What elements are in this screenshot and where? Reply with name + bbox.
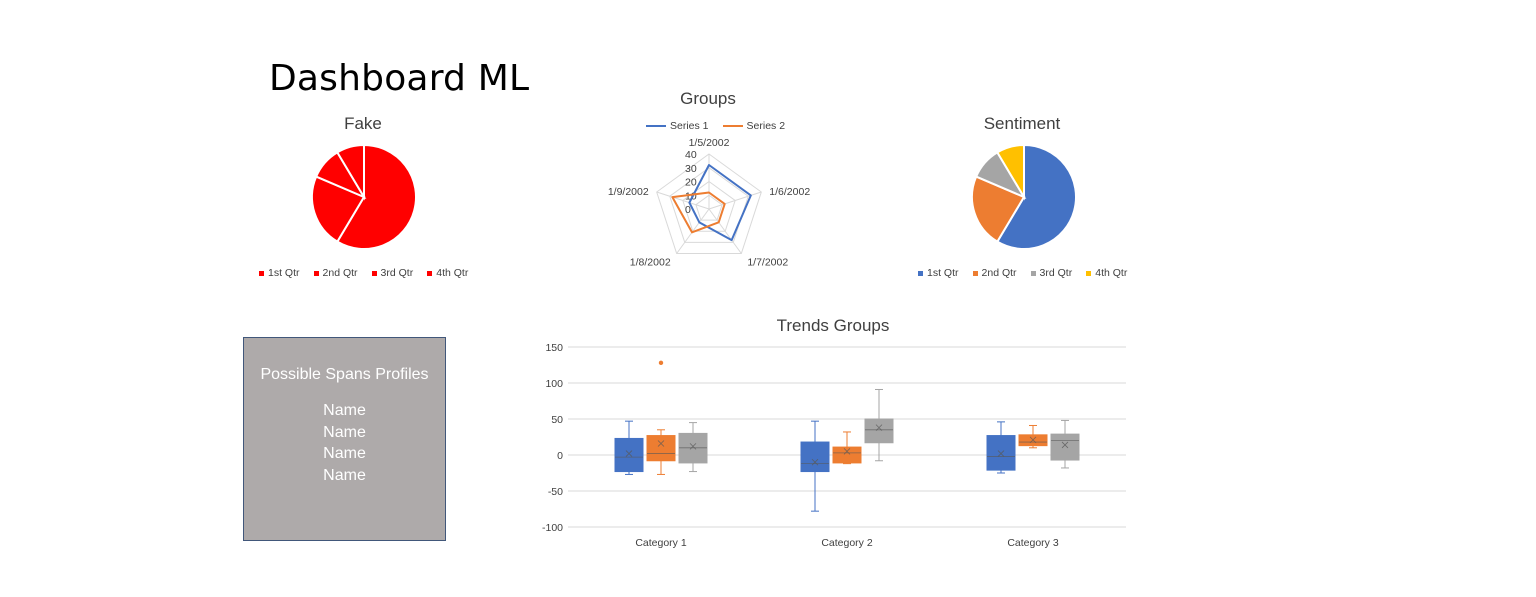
radar-spoke <box>708 191 762 210</box>
box-mean-marker <box>689 443 697 450</box>
radar-series-line <box>688 164 752 242</box>
box-body <box>986 435 1016 471</box>
legend-item: 1st Qtr <box>259 267 300 279</box>
x-tick-label: Category 3 <box>1007 537 1059 549</box>
legend-label: Series 2 <box>746 120 786 132</box>
profile-name: Name <box>323 445 366 463</box>
radar-grid-ring <box>669 167 749 243</box>
sentiment-pie-chart <box>971 143 1077 250</box>
radar-category-label: 1/9/2002 <box>608 186 649 198</box>
legend-swatch <box>259 270 264 276</box>
box-outlier <box>658 360 664 366</box>
trends-box-chart: 150 100 50 0 -50 -100 Category 1 Category 2 Cate… <box>542 342 1126 549</box>
legend-label: 3rd Qtr <box>380 267 414 279</box>
legend-label: Series 1 <box>670 120 709 132</box>
pie-slice <box>971 175 1026 244</box>
box-body <box>832 446 862 464</box>
y-tick-label: 150 <box>545 342 563 354</box>
radar-grid-ring <box>656 153 762 254</box>
radar-tick-label: 20 <box>685 177 697 189</box>
y-tick-label: 100 <box>545 378 563 390</box>
sentiment-chart-title: Sentiment <box>983 114 1061 133</box>
trends-chart-title: Trends Groups <box>776 316 890 335</box>
radar-category-label: 1/6/2002 <box>769 186 810 198</box>
fake-chart-title: Fake <box>344 114 382 133</box>
y-tick-label: -100 <box>542 522 563 534</box>
legend-item: 2nd Qtr <box>972 267 1017 279</box>
pie-slice <box>311 175 366 244</box>
legend-swatch <box>313 270 319 276</box>
profile-name: Name <box>323 402 366 419</box>
radar-category-label: 1/7/2002 <box>747 256 788 268</box>
x-tick-label: Category 2 <box>821 537 873 549</box>
radar-category-label: 1/5/2002 <box>689 138 730 149</box>
pie-slice <box>995 143 1025 201</box>
legend-item: 3rd Qtr <box>1030 267 1073 279</box>
box-mean-marker <box>875 424 883 431</box>
box-mean-marker <box>843 448 851 455</box>
legend-swatch <box>918 270 923 276</box>
page-title: Dashboard ML <box>269 58 530 99</box>
legend-label: 3rd Qtr <box>1039 267 1073 279</box>
radar-category-label: 1/8/2002 <box>630 256 671 268</box>
legend-item: 4th Qtr <box>427 267 468 279</box>
legend-label: 1st Qtr <box>927 267 959 279</box>
legend-line-key <box>722 125 743 127</box>
radar-spoke <box>656 191 710 210</box>
radar-tick-label: 10 <box>685 190 697 202</box>
legend-swatch <box>1030 270 1036 276</box>
legend-label: 4th Qtr <box>1095 267 1128 279</box>
x-tick-label: Category 1 <box>635 537 687 549</box>
sentiment-legend: 1st Qtr 2nd Qtr 3rd Qtr 4th Qtr <box>918 267 1127 279</box>
fake-legend: 1st Qtr 2nd Qtr 3rd Qtr 4th Qtr <box>259 267 468 279</box>
legend-item: Series 1 <box>646 120 709 132</box>
radar-tick-label: 0 <box>685 204 691 216</box>
box-mean-marker <box>657 440 665 447</box>
box-body <box>646 435 676 462</box>
legend-swatch <box>972 270 978 276</box>
radar-tick-label: 40 <box>685 149 697 161</box>
box-body <box>614 437 644 473</box>
box-mean-marker <box>1029 436 1037 444</box>
box-mean-marker <box>1061 441 1069 449</box>
legend-swatch <box>427 270 433 276</box>
legend-item: 4th Qtr <box>1086 267 1127 279</box>
legend-swatch <box>1086 270 1092 276</box>
box-mean-marker <box>625 450 633 457</box>
legend-label: 1st Qtr <box>268 267 300 279</box>
pie-slice <box>995 143 1077 250</box>
pie-slice <box>335 143 417 250</box>
y-tick-label: -50 <box>548 486 563 498</box>
radar-spoke <box>708 208 742 254</box>
legend-item: 1st Qtr <box>918 267 959 279</box>
legend-label: 2nd Qtr <box>322 267 358 279</box>
y-tick-label: 50 <box>551 414 563 426</box>
legend-swatch <box>371 270 377 276</box>
radar-tick-label: 30 <box>685 163 697 175</box>
legend-item: 2nd Qtr <box>313 267 358 279</box>
box-body <box>864 418 894 444</box>
radar-grid-ring <box>695 194 723 221</box>
groups-chart-title: Groups <box>680 89 736 108</box>
box-mean-marker <box>997 450 1005 457</box>
pie-slice <box>335 143 365 201</box>
legend-item: Series 2 <box>722 120 786 132</box>
legend-label: 4th Qtr <box>436 267 469 279</box>
legend-item: 3rd Qtr <box>371 267 414 279</box>
radar-series-line <box>671 191 726 234</box>
legend-label: 2nd Qtr <box>981 267 1017 279</box>
y-tick-label: 0 <box>557 450 563 462</box>
profiles-panel: Possible Spans Profiles Name Name Name N… <box>243 337 446 541</box>
box-body <box>800 441 830 473</box>
profile-name: Name <box>323 467 366 485</box>
groups-legend: Series 1 Series 2 <box>646 120 785 132</box>
box-body <box>1050 433 1080 461</box>
radar-grid-ring <box>682 180 736 232</box>
legend-line-key <box>646 125 666 127</box>
fake-pie-chart <box>311 143 417 250</box>
box-mean-marker <box>811 458 819 466</box>
profiles-heading: Possible Spans Profiles <box>260 366 429 383</box>
profile-name: Name <box>323 423 366 441</box>
